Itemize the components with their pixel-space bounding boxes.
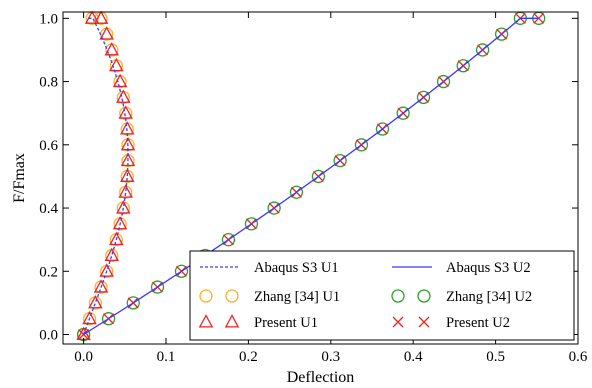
x-tick-label: 0.3 xyxy=(321,349,340,365)
y-tick-label: 0.0 xyxy=(39,328,58,344)
series-zhang-34-u1 xyxy=(76,11,135,342)
data-point xyxy=(126,296,140,310)
legend-entry: Present U1 xyxy=(198,314,318,331)
data-point xyxy=(116,89,131,103)
x-tick-label: 0.0 xyxy=(74,349,93,365)
data-point xyxy=(84,10,100,24)
data-point xyxy=(120,168,135,182)
data-point xyxy=(475,43,490,57)
data-point xyxy=(88,295,103,309)
legend-entry: Abaqus S3 U1 xyxy=(200,260,339,276)
legend-label: Zhang [34] U2 xyxy=(446,289,532,305)
series-abaqus-s3-u2 xyxy=(83,17,539,336)
data-point xyxy=(93,279,109,293)
x-tick-label: 0.2 xyxy=(239,349,258,365)
legend-entry: Present U2 xyxy=(392,315,510,331)
legend-marker-swatch xyxy=(224,314,240,328)
data-point xyxy=(311,169,326,184)
data-point xyxy=(78,329,90,340)
y-tick-label: 0.6 xyxy=(39,138,58,154)
y-tick-label: 0.2 xyxy=(39,264,58,280)
data-point xyxy=(82,310,97,325)
data-point xyxy=(333,153,347,168)
x-tick-label: 0.6 xyxy=(569,349,588,365)
legend-marker-swatch xyxy=(225,289,239,303)
y-tick-label: 0.4 xyxy=(39,201,58,217)
data-point xyxy=(118,184,133,198)
legend-marker-swatch xyxy=(391,289,405,303)
data-point xyxy=(396,106,410,120)
data-point xyxy=(494,27,509,41)
legend-marker-swatch xyxy=(418,316,430,328)
legend-marker-swatch xyxy=(417,289,431,303)
series-abaqus-s3-u1 xyxy=(82,17,129,335)
data-point xyxy=(354,138,369,152)
legend-marker-swatch xyxy=(198,314,214,328)
data-point xyxy=(112,215,128,230)
data-point xyxy=(416,90,431,105)
legend-label: Abaqus S3 U2 xyxy=(446,260,531,276)
data-point xyxy=(221,233,236,247)
axis-ticks: 0.0 0.1 0.2 0.3 0.4 0.5 0.6 0.0 0.2 0.4 0.6 0.8 1.0 xyxy=(39,11,588,365)
legend-box xyxy=(189,250,575,341)
y-tick-label: 0.8 xyxy=(39,75,58,91)
x-tick-label: 0.5 xyxy=(486,349,505,365)
legend-marker-swatch xyxy=(392,316,404,328)
data-point xyxy=(104,247,120,261)
y-tick-label: 1.0 xyxy=(39,11,58,27)
data-point xyxy=(267,201,281,215)
legend-entry: Zhang [34] U2 xyxy=(391,289,532,305)
plot-content xyxy=(76,10,546,342)
data-point xyxy=(456,59,470,73)
y-axis-label: F/Fmax xyxy=(11,153,28,203)
data-point xyxy=(101,312,116,326)
data-point xyxy=(93,10,109,24)
data-point xyxy=(244,217,259,231)
series-line xyxy=(83,17,539,336)
data-point xyxy=(150,280,165,294)
legend-label: Zhang [34] U1 xyxy=(254,289,340,305)
data-point xyxy=(99,263,114,277)
x-tick-label: 0.4 xyxy=(404,349,423,365)
data-point xyxy=(109,231,124,246)
data-point xyxy=(118,105,133,119)
data-point xyxy=(174,264,189,278)
legend-label: Present U1 xyxy=(254,315,318,331)
plot-frame xyxy=(62,11,579,345)
legend-marker-swatch xyxy=(199,289,213,303)
legend-entry: Zhang [34] U1 xyxy=(199,289,340,305)
legend-label: Abaqus S3 U1 xyxy=(254,260,339,276)
data-point xyxy=(375,122,390,136)
series-present-u1 xyxy=(76,10,136,341)
data-point xyxy=(436,74,451,89)
legend-label: Present U2 xyxy=(446,315,510,331)
data-point xyxy=(289,185,304,199)
x-tick-label: 0.1 xyxy=(157,349,176,365)
legend: Abaqus S3 U1 Abaqus S3 U2 Zhang [34] U1 Zha… xyxy=(189,250,575,341)
data-point xyxy=(104,42,120,56)
data-point xyxy=(99,26,114,40)
data-point xyxy=(116,200,131,214)
series-line xyxy=(82,17,129,335)
x-axis-label: Deflection xyxy=(287,369,355,386)
legend-entry: Abaqus S3 U2 xyxy=(392,260,531,276)
